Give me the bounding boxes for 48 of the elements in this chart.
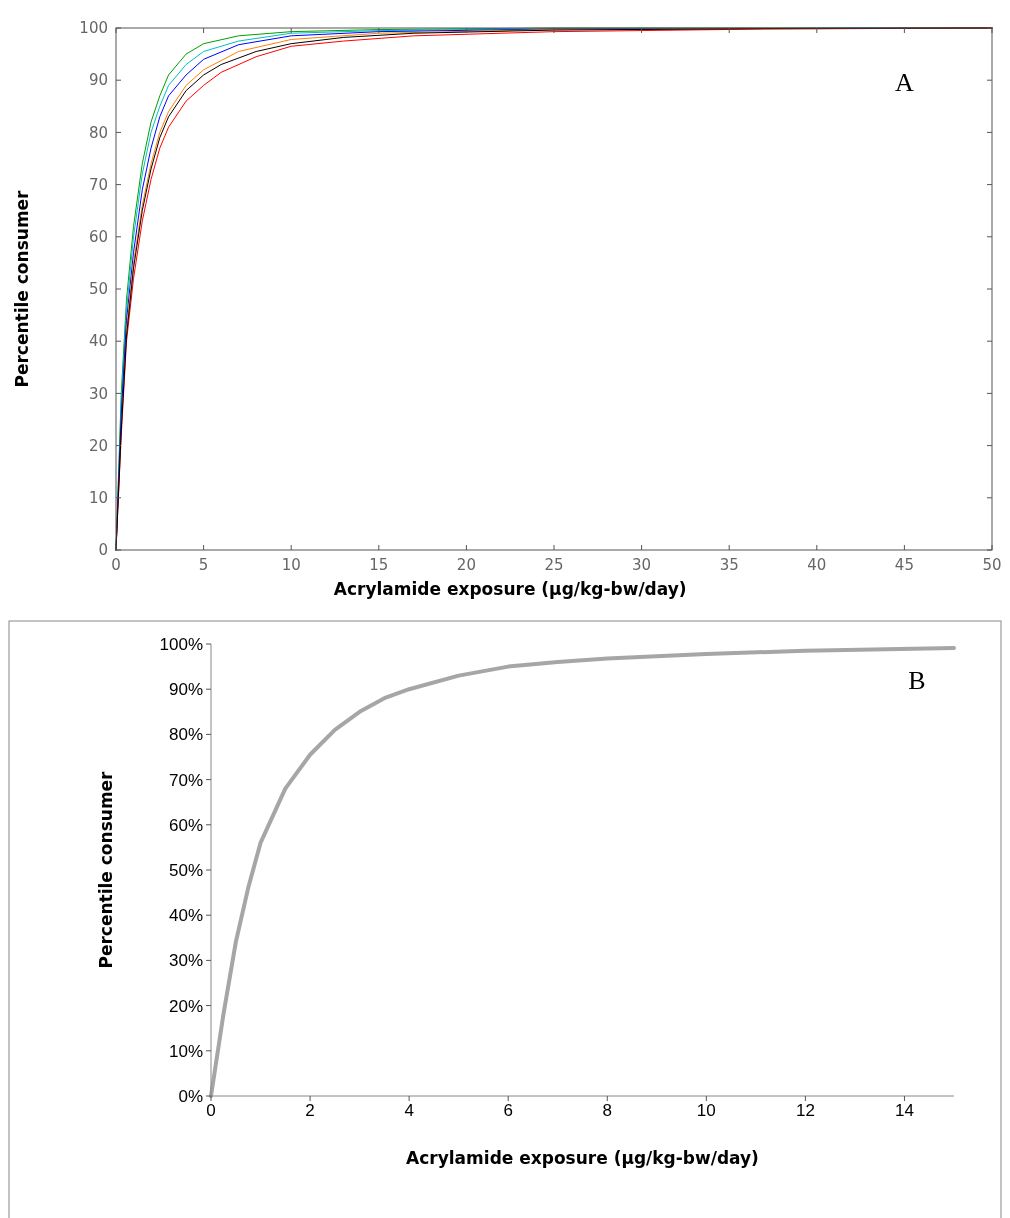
x-tick-label: 45 (894, 556, 914, 574)
x-tick-label: 5 (198, 556, 209, 574)
y-tick-label: 60% (168, 815, 203, 835)
x-tick-label: 25 (544, 556, 564, 574)
x-tick-label: 14 (895, 1101, 914, 1120)
y-tick-label: 90 (88, 71, 108, 90)
x-tick-label: 0 (111, 556, 121, 574)
y-tick-label: 100 (79, 19, 108, 38)
x-tick-label: 20 (456, 556, 476, 574)
line-series (209, 646, 956, 1098)
y-tick-label: 80 (88, 123, 108, 142)
y-tick-label: 10% (168, 1041, 203, 1061)
x-tick-label: 0 (206, 1101, 216, 1120)
y-tick-label: 40% (168, 906, 203, 926)
y-tick-label: 50% (168, 860, 203, 880)
y-tick-label: 20% (168, 996, 203, 1016)
y-axis-title: Percentile consumer (12, 189, 32, 388)
x-tick-label: 30 (632, 556, 652, 574)
x-tick-label: 8 (602, 1101, 612, 1120)
y-tick-label: 20 (88, 436, 108, 455)
y-tick-label: 0% (178, 1086, 203, 1106)
y-tick-label: 10 (88, 489, 108, 508)
y-tick-label: 70% (168, 770, 203, 790)
x-tick-label: 4 (404, 1101, 414, 1120)
x-tick-label: 15 (369, 556, 389, 574)
x-tick-label: 12 (795, 1101, 815, 1120)
y-tick-label: 0 (98, 541, 108, 560)
y-tick-label: 50 (88, 280, 108, 299)
x-axis-title: Acrylamide exposure (µg/kg-bw/day) (333, 579, 687, 599)
x-tick-label: 50 (982, 556, 1002, 574)
y-tick-label: 30 (88, 384, 108, 403)
y-tick-label: 70 (88, 175, 108, 194)
y-tick-label: 90% (168, 680, 203, 700)
x-tick-label: 2 (305, 1101, 315, 1120)
y-tick-label: 30% (168, 951, 203, 971)
x-tick-label: 10 (281, 556, 301, 574)
y-tick-label: 60 (88, 228, 108, 247)
y-axis-title: Percentile consumer (96, 770, 116, 969)
annotation: B (908, 666, 926, 696)
y-tick-label: 80% (168, 725, 203, 745)
x-tick-label: 35 (719, 556, 739, 574)
y-tick-label: 40 (88, 332, 108, 351)
y-tick-label: 100% (159, 634, 203, 654)
x-tick-label: 10 (696, 1101, 716, 1120)
x-axis-title: Acrylamide exposure (µg/kg-bw/day) (406, 1148, 759, 1168)
annotation: A (895, 67, 915, 97)
x-tick-label: 6 (503, 1101, 513, 1120)
x-tick-label: 40 (807, 556, 827, 574)
